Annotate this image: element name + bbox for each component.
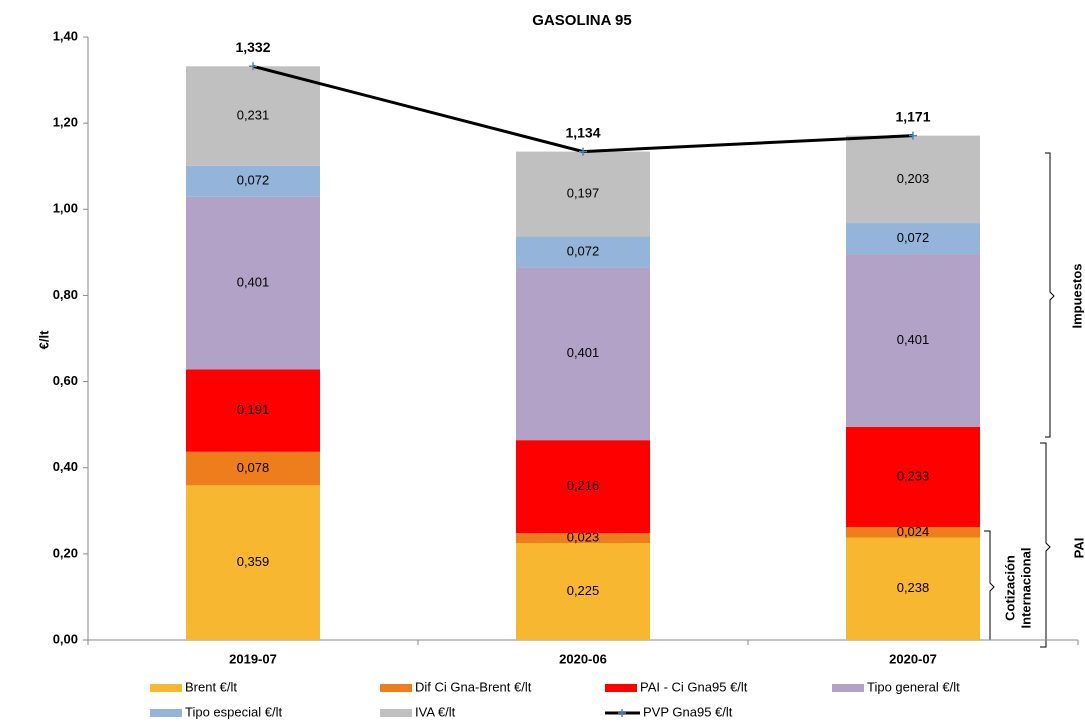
y-tick-label: 0,60 bbox=[53, 373, 78, 388]
bar-segment bbox=[186, 485, 320, 640]
data-label: 1,171 bbox=[895, 108, 930, 124]
line-marker bbox=[249, 62, 257, 71]
data-label: 0,203 bbox=[897, 171, 930, 186]
y-tick-label: 1,00 bbox=[53, 201, 78, 216]
data-label: 0,078 bbox=[237, 460, 270, 475]
x-tick-label: 2020-06 bbox=[559, 651, 607, 666]
data-label: 0,216 bbox=[567, 478, 600, 493]
bracket bbox=[1040, 442, 1051, 648]
legend-swatch bbox=[832, 684, 864, 692]
bar-segment bbox=[186, 369, 320, 452]
y-tick-label: 0,80 bbox=[53, 287, 78, 302]
annotation: Impuestos bbox=[1069, 263, 1084, 328]
legend-swatch bbox=[150, 684, 182, 692]
bar-segment bbox=[186, 451, 320, 486]
bar-segment bbox=[186, 165, 320, 197]
data-label: 0,023 bbox=[567, 530, 600, 545]
bar-segment bbox=[846, 254, 980, 427]
y-tick-label: 1,40 bbox=[53, 28, 78, 43]
data-label: 0,191 bbox=[237, 402, 270, 417]
legend-label: Dif Ci Gna-Brent €/lt bbox=[415, 679, 532, 694]
chart-title: GASOLINA 95 bbox=[532, 12, 631, 29]
bracket bbox=[984, 530, 995, 641]
data-label: 0,359 bbox=[237, 554, 270, 569]
y-tick-label: 1,20 bbox=[53, 115, 78, 130]
data-label: 1,134 bbox=[565, 124, 600, 140]
annotation: Cotización bbox=[1002, 555, 1017, 621]
bracket bbox=[1045, 152, 1055, 438]
bar-segment bbox=[516, 533, 650, 544]
data-label: 0,072 bbox=[897, 230, 930, 245]
data-label: 0,225 bbox=[567, 583, 600, 598]
legend-marker bbox=[618, 709, 626, 717]
bar-segment bbox=[516, 151, 650, 237]
legend-swatch bbox=[605, 684, 637, 692]
bar-segment bbox=[516, 267, 650, 441]
bar-segment bbox=[516, 236, 650, 268]
bar-segment bbox=[846, 223, 980, 255]
legend-label: Tipo general €/lt bbox=[867, 679, 960, 694]
data-label: 0,401 bbox=[897, 332, 930, 347]
y-tick-label: 0,20 bbox=[53, 545, 78, 560]
legend-label: Brent €/lt bbox=[185, 679, 237, 694]
legend-swatch bbox=[380, 709, 412, 717]
bar-segment bbox=[846, 135, 980, 224]
bar-segment bbox=[186, 196, 320, 370]
x-tick-label: 2019-07 bbox=[229, 651, 277, 666]
data-label: 0,024 bbox=[897, 524, 930, 539]
y-tick-label: 0,40 bbox=[53, 459, 78, 474]
bar-segment bbox=[516, 543, 650, 640]
bar-segment bbox=[846, 537, 980, 640]
legend-label: IVA €/lt bbox=[415, 704, 456, 719]
bar-segment bbox=[846, 527, 980, 538]
y-tick-label: 0,00 bbox=[53, 631, 78, 646]
data-label: 0,233 bbox=[897, 468, 930, 483]
annotation: Internacional bbox=[1018, 548, 1033, 629]
legend-label: PAI - Ci Gna95 €/lt bbox=[640, 679, 748, 694]
bar-segment bbox=[846, 426, 980, 528]
line-marker bbox=[909, 131, 917, 140]
data-label: 0,401 bbox=[567, 345, 600, 360]
data-label: 0,072 bbox=[237, 173, 270, 188]
data-label: 0,231 bbox=[237, 107, 270, 122]
data-label: 0,238 bbox=[897, 580, 930, 595]
data-label: 0,401 bbox=[237, 275, 270, 290]
bar-segment bbox=[516, 440, 650, 534]
bar-segment bbox=[186, 66, 320, 166]
line-marker bbox=[579, 147, 587, 156]
legend-swatch bbox=[380, 684, 412, 692]
legend-swatch bbox=[150, 709, 182, 717]
y-axis-label: €/lt bbox=[36, 330, 51, 349]
annotation: PAI bbox=[1071, 538, 1085, 559]
data-label: 0,072 bbox=[567, 243, 600, 258]
data-label: 1,332 bbox=[235, 39, 270, 55]
data-label: 0,197 bbox=[567, 185, 600, 200]
legend-label: PVP Gna95 €/lt bbox=[643, 704, 733, 719]
x-tick-label: 2020-07 bbox=[889, 651, 937, 666]
legend-label: Tipo especial €/lt bbox=[185, 704, 282, 719]
